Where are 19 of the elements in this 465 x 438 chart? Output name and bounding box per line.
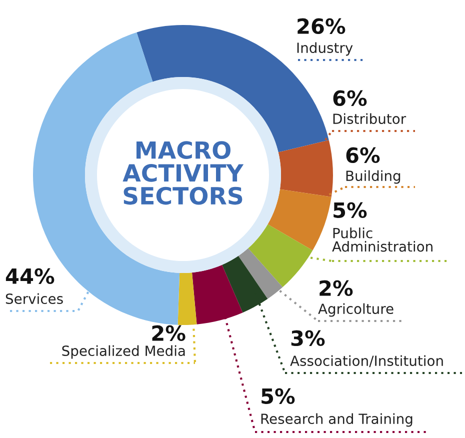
- slice-label: Industry: [297, 42, 353, 56]
- slice-label: Building: [346, 170, 400, 184]
- data-label: 5%: [334, 202, 367, 218]
- data-label: 44%: [6, 268, 54, 284]
- slice-label: Specialized Media: [62, 345, 185, 359]
- data-label: 2%: [320, 280, 353, 296]
- data-label: 2%: [152, 325, 186, 342]
- text: MACRO ACTIVITY SECTORS: [122, 141, 244, 205]
- data-label: 6%: [333, 90, 367, 106]
- slice-label: Public Administration: [332, 228, 432, 252]
- slice-label: Distributor: [333, 113, 406, 124]
- data-label: 5%: [262, 388, 295, 404]
- data-label: 6%: [346, 147, 380, 164]
- slice-label: Research and Training: [261, 413, 412, 427]
- data-label: 3%: [291, 330, 325, 346]
- slice-label: Services: [6, 293, 63, 304]
- data-label: 26%: [298, 18, 346, 34]
- slice-label: Association/Institution: [290, 355, 443, 368]
- slice-label: Agricolture: [318, 303, 394, 317]
